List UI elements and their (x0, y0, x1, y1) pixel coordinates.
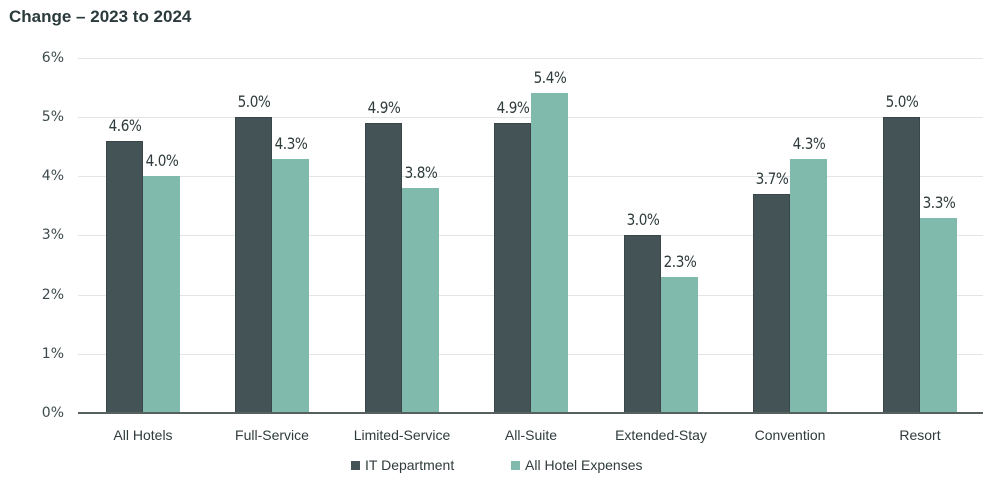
value-label: 4.9% (496, 98, 529, 118)
bar-all-hotel-expenses (920, 217, 957, 413)
gridline (78, 117, 983, 118)
bar-all-hotel-expenses (531, 93, 568, 413)
x-category-label: All Hotels (113, 427, 173, 443)
value-label: 3.3% (922, 192, 955, 212)
legend-label: IT Department (365, 457, 455, 473)
legend-label: All Hotel Expenses (525, 457, 643, 473)
x-category-label: Limited-Service (353, 427, 451, 443)
chart-title: Change – 2023 to 2024 (9, 7, 192, 26)
legend-swatch-dark (351, 460, 360, 470)
value-label: 5.0% (237, 92, 270, 112)
value-label: 3.7% (755, 169, 788, 189)
x-category-label: Full-Service (235, 427, 309, 443)
y-tick-label: 5% (41, 109, 64, 126)
y-tick-label: 2% (41, 286, 64, 303)
value-label: 4.9% (367, 98, 400, 118)
y-tick-label: 0% (41, 405, 64, 421)
bar-it-department (624, 235, 661, 413)
value-label: 5.4% (533, 68, 566, 88)
bar-all-hotel-expenses (790, 158, 827, 413)
value-label: 2.3% (663, 251, 696, 271)
x-category-label: Extended-Stay (615, 427, 707, 443)
bar-it-department (106, 140, 143, 413)
legend-swatch-light (511, 460, 520, 470)
y-tick-label: 1% (41, 345, 64, 362)
x-axis-line (78, 412, 983, 414)
legend-item-it-department: IT Department (351, 457, 454, 473)
bar-it-department (365, 123, 402, 413)
legend-item-all-hotel-expenses: All Hotel Expenses (511, 457, 643, 473)
x-category-label: Resort (899, 427, 941, 443)
y-tick-label: 3% (41, 227, 64, 244)
y-tick-label: 4% (41, 168, 64, 185)
bar-all-hotel-expenses (272, 158, 309, 413)
x-category-label: Convention (754, 427, 826, 443)
value-label: 3.8% (404, 163, 437, 183)
value-label: 4.3% (274, 133, 307, 153)
bar-all-hotel-expenses (402, 188, 439, 413)
value-label: 4.3% (792, 133, 825, 153)
x-category-label: All-Suite (504, 427, 558, 443)
bar-it-department (883, 117, 920, 413)
bar-all-hotel-expenses (143, 176, 180, 413)
bar-it-department (235, 117, 272, 413)
bar-all-hotel-expenses (661, 276, 698, 413)
value-label: 4.0% (145, 151, 178, 171)
value-label: 4.6% (108, 115, 141, 135)
value-label: 3.0% (626, 210, 659, 230)
bar-it-department (753, 194, 790, 413)
y-tick-label: 6% (41, 49, 64, 66)
value-label: 5.0% (885, 92, 918, 112)
bar-it-department (494, 123, 531, 413)
gridline (78, 58, 983, 59)
